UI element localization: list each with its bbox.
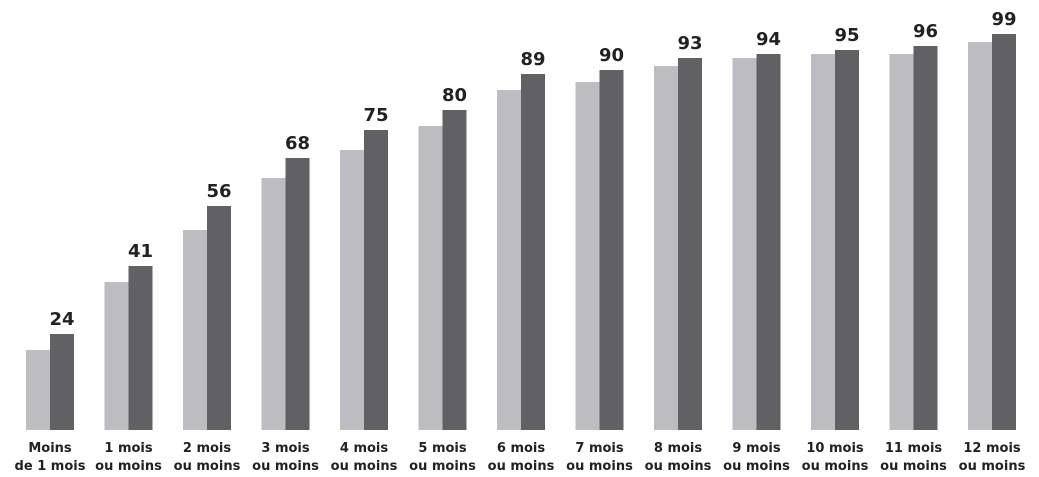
category-label-10: 9 mois ou moins [723, 441, 790, 474]
bar-series2-1 [50, 334, 74, 430]
data-label-5: 75 [363, 105, 388, 126]
category-label-3: 2 mois ou moins [174, 441, 241, 474]
data-label-8: 90 [599, 45, 624, 66]
data-label-7: 89 [520, 49, 545, 70]
category-label-2: 1 mois ou moins [95, 441, 162, 474]
bar-series2-9 [678, 58, 702, 430]
bar-series1-9 [654, 66, 678, 430]
data-label-13: 99 [991, 9, 1016, 30]
bar-series1-12 [889, 54, 914, 430]
bar-series2-3 [207, 206, 231, 430]
category-label-7: 6 mois ou moins [488, 441, 555, 474]
data-label-12: 96 [913, 21, 938, 42]
data-label-4: 68 [285, 133, 310, 154]
bar-series2-10 [756, 54, 781, 430]
data-label-3: 56 [206, 181, 231, 202]
data-label-1: 24 [49, 309, 74, 330]
category-label-5: 4 mois ou moins [331, 441, 398, 474]
category-labels-group: Moins de 1 mois 1 mois ou moins 2 mois ou moi… [15, 441, 1026, 474]
bars-group [26, 34, 1016, 430]
data-label-2: 41 [128, 241, 153, 262]
bar-series2-2 [128, 266, 153, 430]
bar-series2-6 [442, 110, 467, 430]
bar-series1-13 [968, 42, 992, 430]
category-label-6: 5 mois ou moins [409, 441, 476, 474]
bar-series2-8 [599, 70, 624, 430]
bar-series2-5 [364, 130, 388, 430]
data-label-6: 80 [442, 85, 467, 106]
bar-series1-8 [575, 82, 600, 430]
bar-series1-1 [26, 350, 50, 430]
category-label-1: Moins de 1 mois [15, 441, 86, 474]
category-label-8: 7 mois ou moins [566, 441, 633, 474]
category-label-12: 11 mois ou moins [880, 441, 947, 474]
bar-series1-3 [183, 230, 207, 430]
bar-series2-12 [913, 46, 938, 430]
bar-series1-11 [811, 54, 835, 430]
bar-series1-6 [418, 126, 443, 430]
data-label-9: 93 [677, 33, 702, 54]
bar-series1-7 [497, 90, 521, 430]
bar-series2-13 [992, 34, 1016, 430]
bar-series2-11 [835, 50, 859, 430]
data-label-10: 94 [756, 29, 781, 50]
bar-series1-2 [104, 282, 129, 430]
bar-series1-4 [261, 178, 286, 430]
bar-series1-10 [732, 58, 757, 430]
category-label-11: 10 mois ou moins [802, 441, 869, 474]
data-label-11: 95 [834, 25, 859, 46]
category-label-4: 3 mois ou moins [252, 441, 319, 474]
value-labels-group: 24 41 56 68 75 80 89 90 93 94 95 96 99 [49, 9, 1016, 330]
category-label-13: 12 mois ou moins [959, 441, 1026, 474]
bar-series2-4 [285, 158, 310, 430]
bar-series1-5 [340, 150, 364, 430]
bar-series2-7 [521, 74, 545, 430]
category-label-9: 8 mois ou moins [645, 441, 712, 474]
